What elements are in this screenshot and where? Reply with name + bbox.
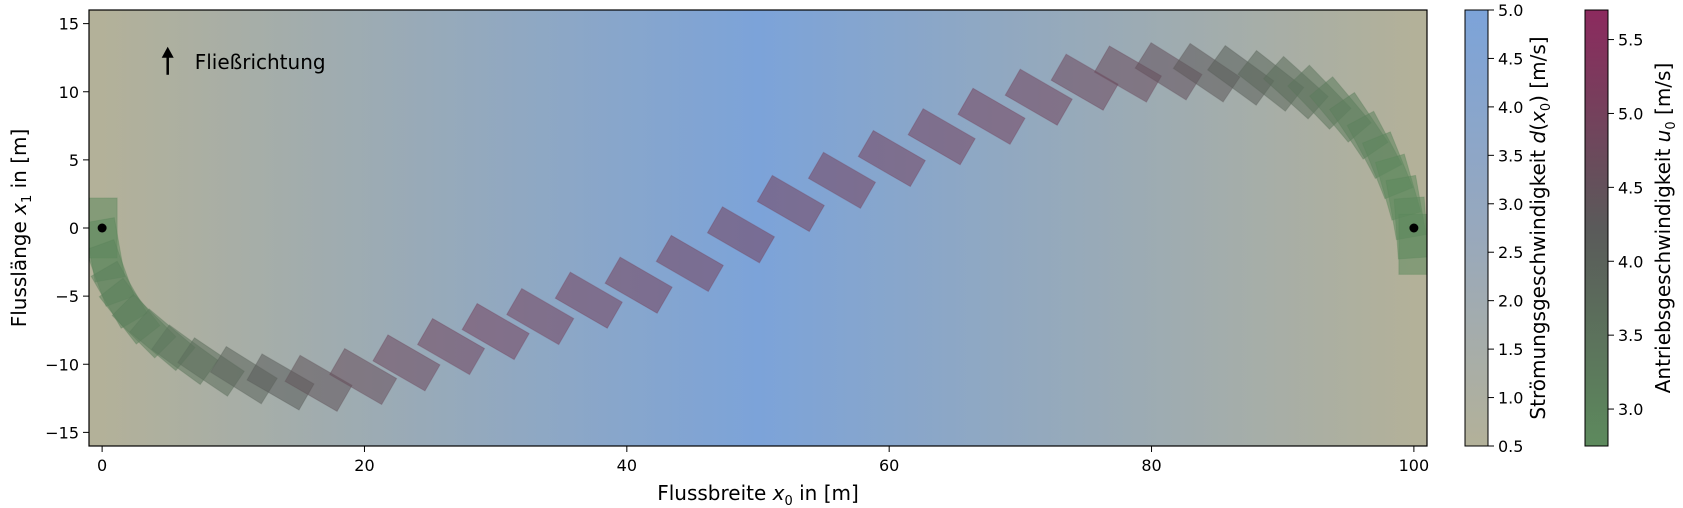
x-axis-ticks: 0 20 40 60 80 100 xyxy=(97,446,1429,475)
boat-marker xyxy=(1050,53,1119,111)
colorbar-tick-label: 4.0 xyxy=(1618,252,1643,271)
boat-marker xyxy=(554,271,623,329)
colorbar-flow-speed-ticks: 0.5 1.0 1.5 2.0 2.5 3.0 3.5 4.0 4.5 5.0 xyxy=(1488,1,1523,456)
colorbar-tick-label: 4.5 xyxy=(1618,178,1643,197)
boat-marker xyxy=(857,129,926,188)
colorbar-tick-label: 3.5 xyxy=(1498,146,1523,165)
x-tick-label: 80 xyxy=(1141,456,1161,475)
boat-marker xyxy=(1398,213,1427,275)
boat-marker xyxy=(957,87,1026,145)
boat-marker xyxy=(416,317,486,376)
colorbar-drive-speed-label: Antriebsgeschwindigkeit u0 [m/s] xyxy=(1651,63,1679,394)
boat-marker xyxy=(1093,45,1163,103)
y-tick-label: −10 xyxy=(45,355,79,374)
flow-direction-annotation: Fließrichtung xyxy=(161,46,326,75)
y-tick-label: 0 xyxy=(69,219,79,238)
x-axis-label: Flussbreite x0 in [m] xyxy=(657,481,859,508)
boat-marker xyxy=(506,287,575,346)
x-tick-label: 100 xyxy=(1399,456,1430,475)
boat-marker xyxy=(604,256,673,314)
boat-marker xyxy=(655,234,724,293)
y-tick-label: 15 xyxy=(59,15,79,34)
boat-trajectory xyxy=(89,42,1427,412)
boat-marker xyxy=(328,347,398,406)
colorbar-drive-speed-ticks: 3.0 3.5 4.0 4.5 5.0 5.5 xyxy=(1608,31,1643,419)
endpoint-marker xyxy=(97,223,107,233)
y-axis-label: Flusslänge x1 in [m] xyxy=(7,129,35,328)
arrow-head-icon xyxy=(161,46,174,58)
flow-direction-label: Fließrichtung xyxy=(195,50,326,74)
colorbar-tick-label: 5.0 xyxy=(1498,1,1523,20)
colorbar-tick-label: 4.5 xyxy=(1498,49,1523,68)
boat-marker xyxy=(907,108,976,166)
x-tick-label: 20 xyxy=(354,456,374,475)
boat-marker xyxy=(461,302,530,361)
colorbar-drive-speed xyxy=(1584,9,1609,447)
y-axis-ticks: −15 −10 −5 0 5 10 15 xyxy=(45,15,89,442)
boat-marker xyxy=(807,151,877,209)
colorbar-tick-label: 1.5 xyxy=(1498,340,1523,359)
endpoints xyxy=(97,223,1419,233)
colorbar-flow-speed xyxy=(1464,9,1489,447)
x-tick-label: 0 xyxy=(97,456,107,475)
colorbar-tick-label: 1.0 xyxy=(1498,389,1523,408)
x-tick-label: 60 xyxy=(879,456,899,475)
colorbar-tick-label: 5.5 xyxy=(1618,31,1643,50)
colorbar-tick-label: 2.5 xyxy=(1498,243,1523,262)
boat-marker xyxy=(756,174,825,233)
y-tick-label: −15 xyxy=(45,423,79,442)
y-tick-label: 5 xyxy=(69,151,79,170)
boat-marker xyxy=(284,354,353,412)
colorbar-tick-label: 3.5 xyxy=(1618,326,1643,345)
boat-marker xyxy=(706,206,776,264)
endpoint-marker xyxy=(1409,223,1419,233)
boat-marker xyxy=(246,353,315,411)
colorbar-flow-speed-label: Strömungsgeschwindigkeit d(x0) [m/s] xyxy=(1526,36,1554,419)
y-tick-label: 10 xyxy=(59,83,79,102)
boat-marker xyxy=(1134,42,1203,101)
boat-marker xyxy=(372,334,441,392)
x-tick-label: 40 xyxy=(617,456,637,475)
colorbar-tick-label: 2.0 xyxy=(1498,292,1523,311)
boat-marker xyxy=(1004,68,1073,126)
colorbar-tick-label: 4.0 xyxy=(1498,98,1523,117)
y-tick-label: −5 xyxy=(55,287,79,306)
colorbar-tick-label: 3.0 xyxy=(1498,195,1523,214)
colorbar-tick-label: 0.5 xyxy=(1498,437,1523,456)
colorbar-tick-label: 3.0 xyxy=(1618,400,1643,419)
colorbar-tick-label: 5.0 xyxy=(1618,104,1643,123)
